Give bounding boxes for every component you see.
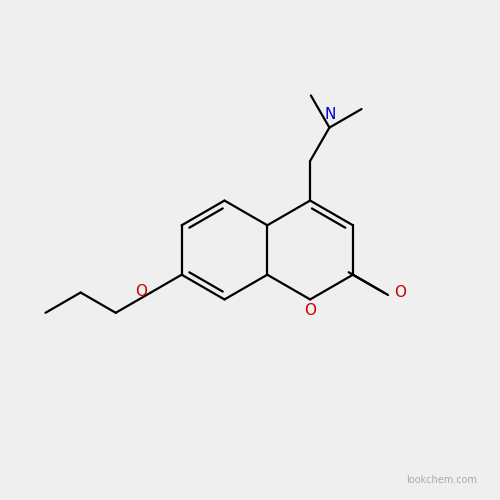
Text: O: O (394, 285, 406, 300)
Text: lookchem.com: lookchem.com (406, 475, 478, 485)
Text: O: O (135, 284, 147, 298)
Text: N: N (324, 106, 336, 122)
Text: O: O (304, 304, 316, 318)
